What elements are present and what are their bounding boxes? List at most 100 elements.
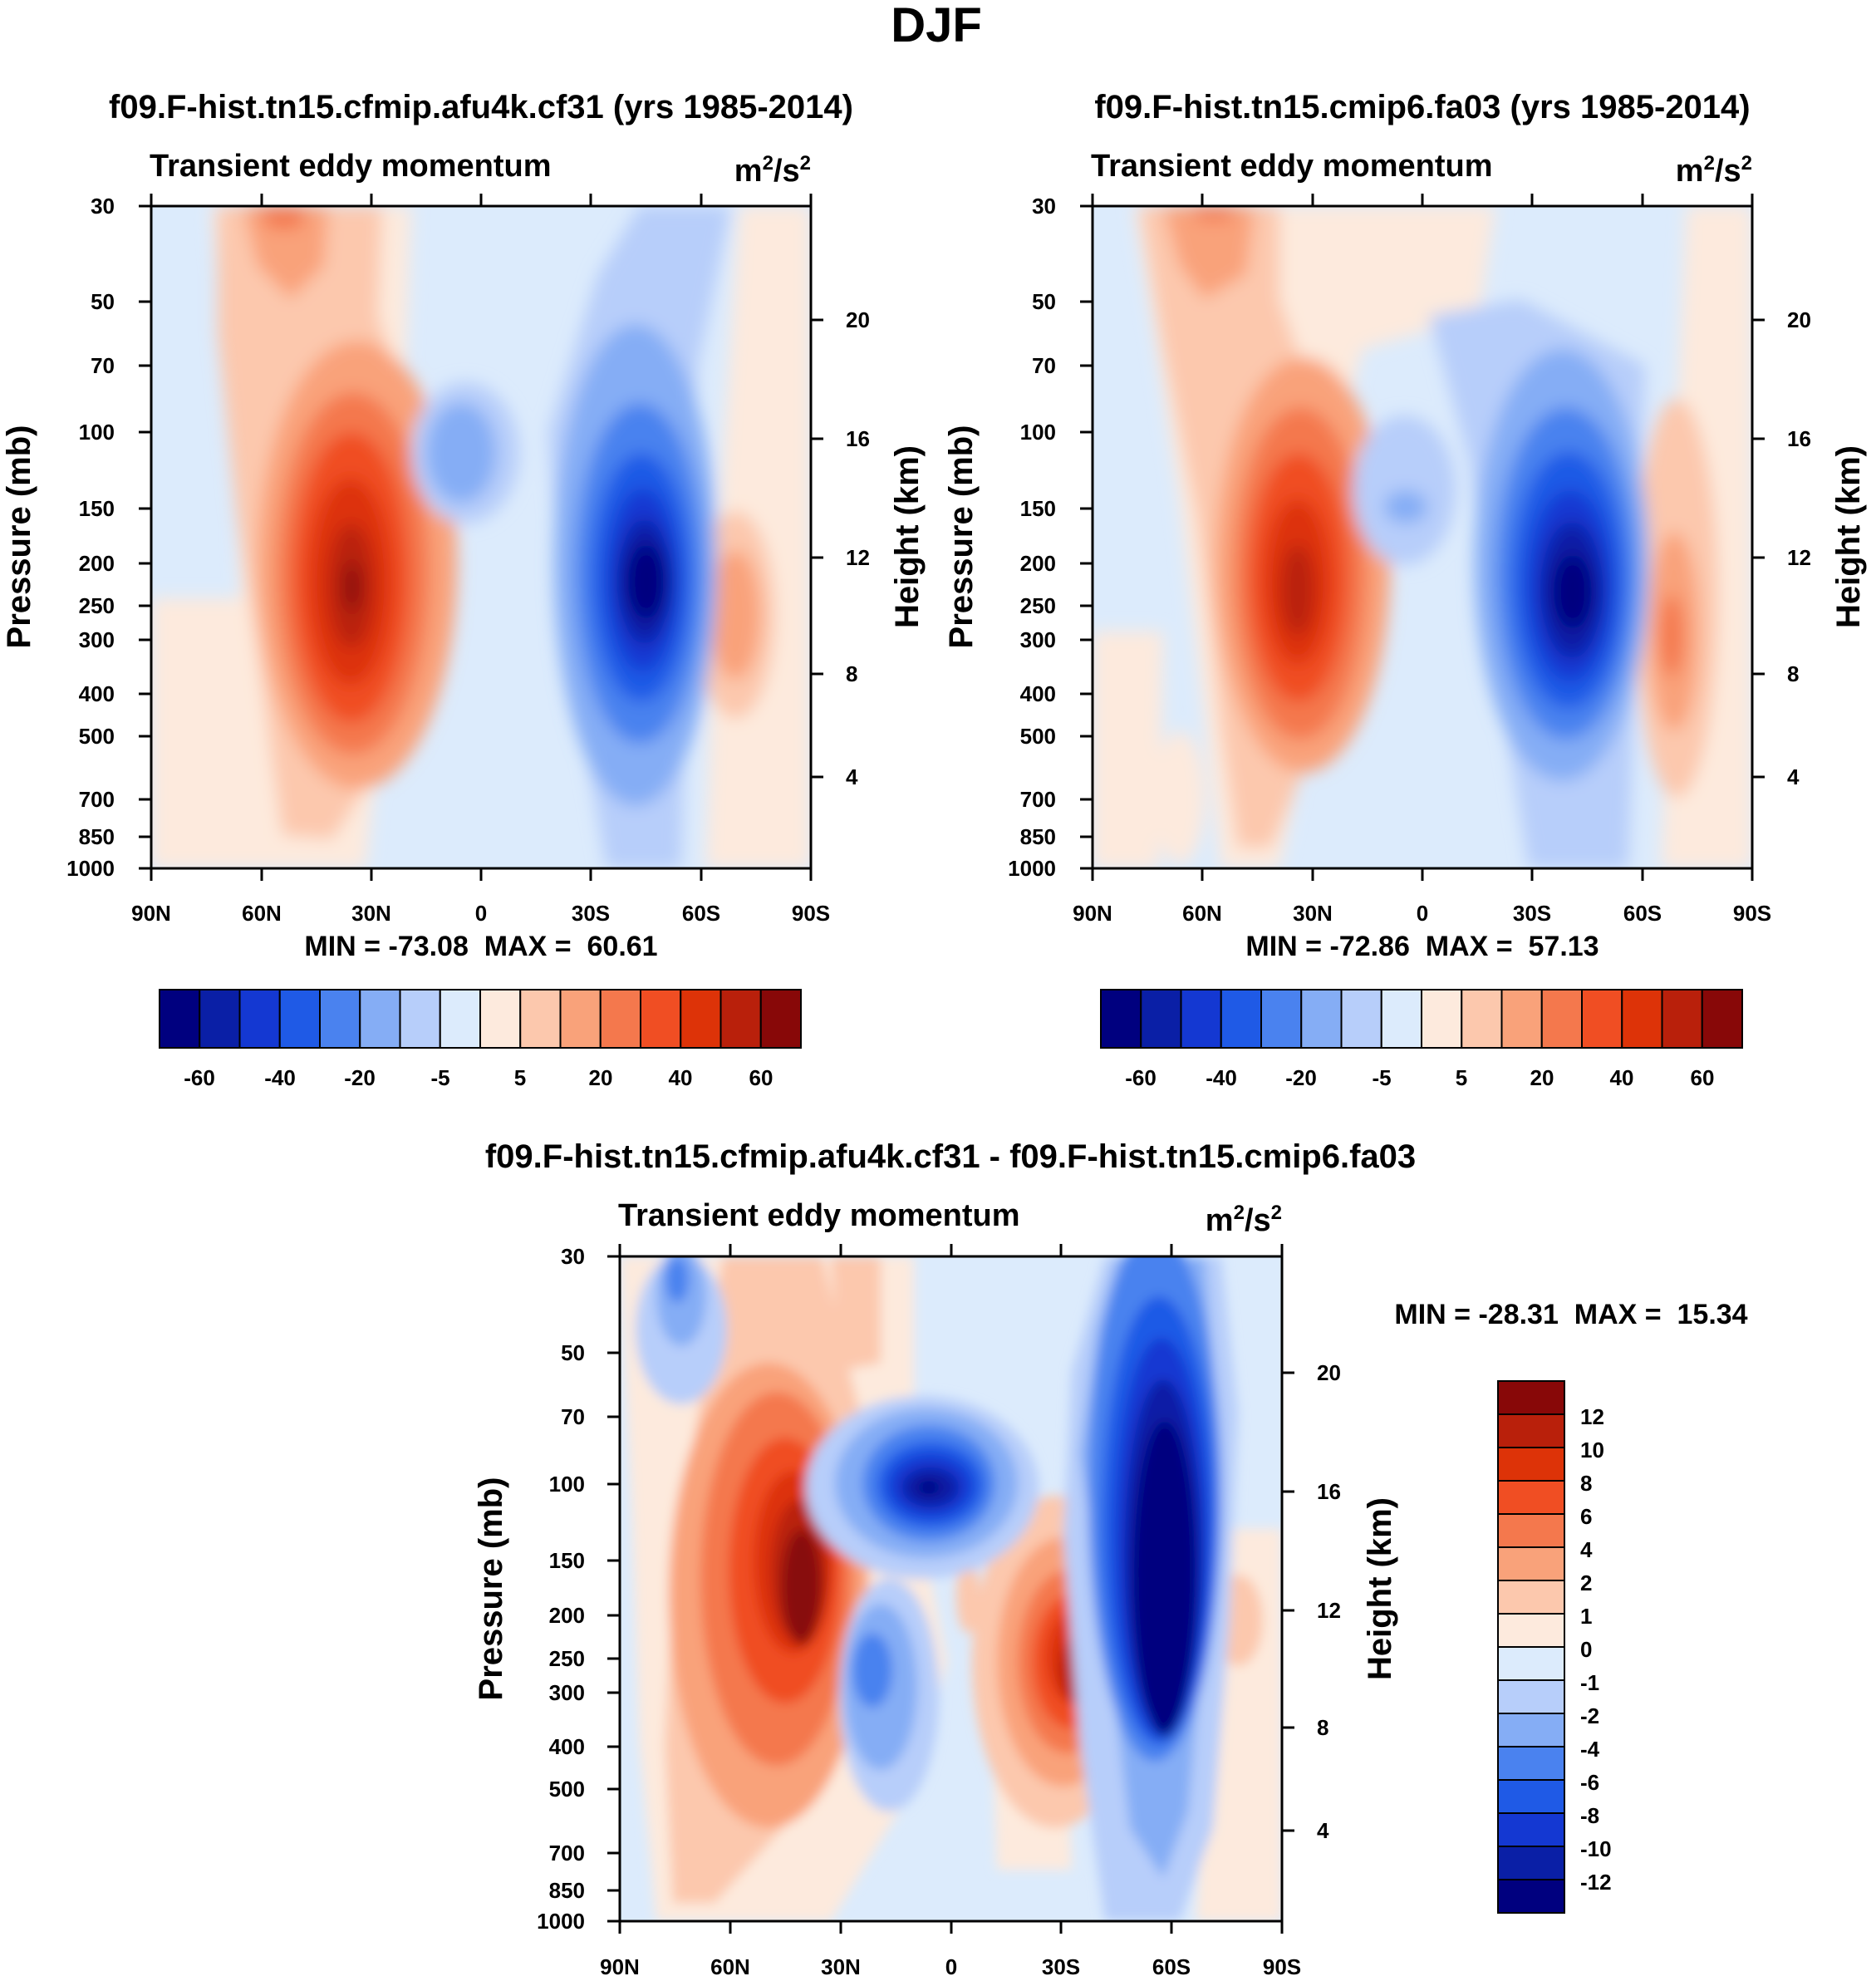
svg-text:5: 5 — [514, 1065, 526, 1090]
panel-diff-colorbar-boxes — [1497, 1380, 1565, 1914]
svg-text:70: 70 — [1032, 353, 1056, 378]
panel-diff-axes — [607, 1244, 1294, 1934]
svg-text:8: 8 — [1580, 1471, 1592, 1496]
svg-text:40: 40 — [1610, 1065, 1634, 1090]
svg-text:12: 12 — [846, 545, 870, 570]
colorbar-box — [680, 989, 722, 1049]
colorbar-box — [1701, 989, 1743, 1049]
svg-text:30N: 30N — [1293, 901, 1333, 926]
svg-text:30N: 30N — [351, 901, 391, 926]
colorbar-box — [559, 989, 602, 1049]
colorbar-box — [1340, 989, 1382, 1049]
svg-text:-12: -12 — [1580, 1870, 1612, 1895]
svg-text:250: 250 — [549, 1646, 585, 1671]
svg-text:500: 500 — [1020, 724, 1056, 749]
svg-text:0: 0 — [1580, 1637, 1592, 1662]
panel-diff-ylabel: Pressure (mb) — [473, 1477, 509, 1701]
svg-text:4: 4 — [1787, 764, 1800, 789]
panel-diff-colorbar-labels: 12 10 8 6 4 2 1 0 -1 -2 -4 -6 -8 -10 -12 — [1580, 1404, 1612, 1895]
svg-text:60N: 60N — [242, 901, 282, 926]
svg-text:-8: -8 — [1580, 1803, 1599, 1828]
svg-text:90N: 90N — [600, 1954, 640, 1979]
figure-title: DJF — [891, 0, 982, 52]
svg-text:30S: 30S — [1042, 1954, 1080, 1979]
svg-text:200: 200 — [549, 1603, 585, 1628]
svg-text:12: 12 — [1317, 1598, 1341, 1623]
svg-text:60N: 60N — [1182, 901, 1222, 926]
svg-text:30S: 30S — [1513, 901, 1551, 926]
panel-right-y-ticks: 30 50 70 100 150 200 250 300 400 500 700… — [1008, 194, 1056, 881]
svg-text:700: 700 — [1020, 787, 1056, 812]
svg-text:90N: 90N — [131, 901, 171, 926]
colorbar-box — [1497, 1679, 1565, 1714]
colorbar-box — [1220, 989, 1262, 1049]
panel-right-x-ticks: 90N 60N 30N 0 30S 60S 90S — [1073, 901, 1771, 926]
svg-text:90S: 90S — [1263, 1954, 1301, 1979]
svg-text:250: 250 — [79, 593, 115, 618]
colorbar-box — [1497, 1812, 1565, 1847]
colorbar-box — [1500, 989, 1543, 1049]
panel-right-stats: MIN = -72.86 MAX = 57.13 — [1245, 931, 1599, 962]
panel-right: f09.F-hist.tn15.cmip6.fa03 (yrs 1985-201… — [943, 89, 1867, 1090]
svg-text:10: 10 — [1580, 1438, 1604, 1462]
svg-text:200: 200 — [1020, 551, 1056, 576]
svg-text:4: 4 — [1317, 1818, 1329, 1843]
svg-text:90S: 90S — [1733, 901, 1771, 926]
svg-text:6: 6 — [1580, 1504, 1592, 1529]
colorbar-box — [1540, 989, 1583, 1049]
panel-left-colorbar-labels: -60 -40 -20 -5 5 20 40 60 — [184, 1065, 773, 1090]
svg-text:-4: -4 — [1580, 1737, 1600, 1762]
panel-diff-ylabel-right: Height (km) — [1362, 1497, 1398, 1680]
svg-text:200: 200 — [79, 551, 115, 576]
colorbar-box — [1497, 1613, 1565, 1648]
svg-text:8: 8 — [846, 661, 857, 686]
svg-text:400: 400 — [79, 681, 115, 706]
colorbar-box — [1497, 1513, 1565, 1548]
svg-text:20: 20 — [846, 307, 870, 332]
panel-left-colorbar-boxes — [159, 989, 802, 1049]
panel-right-colorbar-boxes — [1100, 989, 1743, 1049]
svg-text:12: 12 — [1580, 1404, 1604, 1429]
colorbar-box — [1100, 989, 1142, 1049]
colorbar-box — [1180, 989, 1222, 1049]
svg-text:100: 100 — [549, 1472, 585, 1497]
svg-text:-20: -20 — [1285, 1065, 1317, 1090]
svg-text:1: 1 — [1580, 1604, 1592, 1629]
colorbar-box — [439, 989, 481, 1049]
svg-text:300: 300 — [1020, 627, 1056, 652]
svg-text:20: 20 — [1317, 1360, 1341, 1385]
panel-diff-contour-field — [620, 1256, 1282, 1921]
panel-diff-y-ticks-right: 20 16 12 8 4 — [1317, 1360, 1341, 1843]
svg-text:30: 30 — [1032, 194, 1056, 219]
svg-text:50: 50 — [1032, 289, 1056, 314]
panel-right-y-ticks-right: 20 16 12 8 4 — [1787, 307, 1811, 789]
svg-text:400: 400 — [1020, 681, 1056, 706]
svg-text:70: 70 — [91, 353, 115, 378]
panel-left-units: m2/s2 — [734, 152, 811, 189]
svg-text:30: 30 — [91, 194, 115, 219]
svg-text:20: 20 — [1787, 307, 1811, 332]
svg-text:-5: -5 — [1372, 1065, 1391, 1090]
colorbar-box — [319, 989, 361, 1049]
panel-right-ylabel: Pressure (mb) — [943, 425, 980, 649]
colorbar-box — [599, 989, 641, 1049]
svg-text:100: 100 — [1020, 420, 1056, 445]
colorbar-box — [1497, 1646, 1565, 1681]
svg-text:50: 50 — [91, 289, 115, 314]
panel-right-title: f09.F-hist.tn15.cmip6.fa03 (yrs 1985-201… — [1094, 89, 1750, 125]
colorbar-box — [1300, 989, 1343, 1049]
svg-text:60: 60 — [749, 1065, 773, 1090]
colorbar-box — [759, 989, 802, 1049]
svg-text:0: 0 — [475, 901, 487, 926]
svg-text:90N: 90N — [1073, 901, 1112, 926]
colorbar-box — [1260, 989, 1303, 1049]
svg-text:30S: 30S — [572, 901, 610, 926]
svg-text:90S: 90S — [792, 901, 830, 926]
svg-text:500: 500 — [549, 1777, 585, 1802]
panel-diff-y-ticks: 30 50 70 100 150 200 250 300 400 500 700… — [537, 1244, 585, 1934]
panel-right-axes — [1080, 194, 1765, 881]
svg-text:8: 8 — [1787, 661, 1799, 686]
svg-text:250: 250 — [1020, 593, 1056, 618]
svg-text:20: 20 — [589, 1065, 613, 1090]
svg-text:700: 700 — [549, 1841, 585, 1865]
